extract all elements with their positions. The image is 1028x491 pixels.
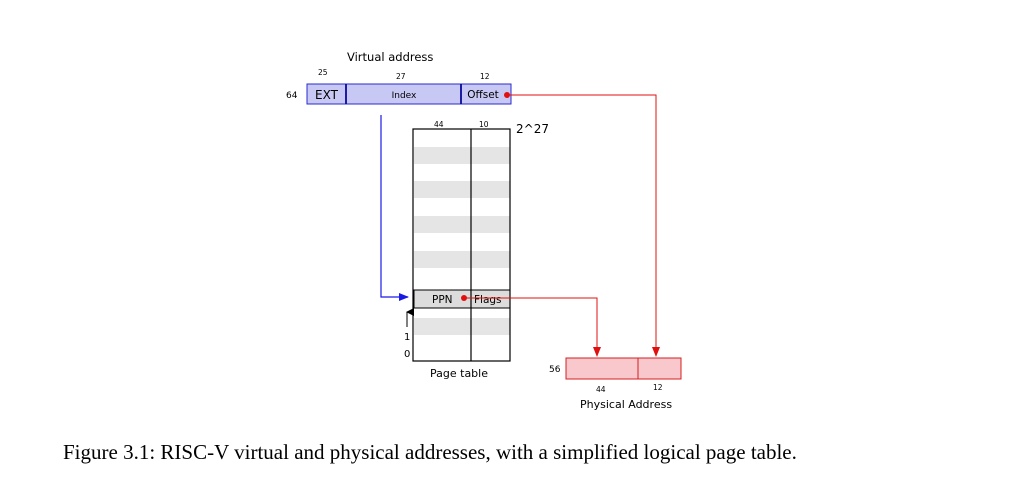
offset-field-label: Offset bbox=[467, 89, 499, 101]
flags-bits-label: 10 bbox=[479, 120, 489, 129]
virtual-address-width: 64 bbox=[286, 91, 298, 101]
ext-bits-label: 25 bbox=[318, 68, 328, 77]
physical-offset-bits-label: 12 bbox=[653, 383, 663, 392]
entries-label: 2^27 bbox=[516, 122, 549, 136]
offset-to-physical-arrow bbox=[507, 94, 660, 357]
index-to-pte-arrow bbox=[380, 115, 409, 301]
page-table-stripes bbox=[414, 147, 510, 335]
figure-caption: Figure 3.1: RISC-V virtual and physical … bbox=[63, 440, 797, 464]
index-one-label: 1 bbox=[404, 332, 410, 343]
ppn-label: PPN bbox=[432, 294, 453, 306]
ext-field-label: EXT bbox=[315, 88, 339, 102]
page-table-outline bbox=[412, 128, 511, 362]
physical-offset-field bbox=[637, 357, 682, 380]
flags-label: Flags bbox=[474, 294, 502, 306]
offset-bits-label: 12 bbox=[480, 72, 490, 81]
physical-ppn-bits-label: 44 bbox=[596, 385, 606, 394]
ppn-bits-label: 44 bbox=[434, 120, 444, 129]
index-bits-label: 27 bbox=[396, 72, 406, 81]
ppn-to-physical-arrow bbox=[464, 297, 601, 357]
virtual-address-register bbox=[306, 83, 512, 105]
page-table bbox=[412, 128, 511, 362]
page-table-title: Page table bbox=[430, 367, 488, 380]
index-field-label: Index bbox=[392, 91, 417, 101]
physical-address-register bbox=[565, 357, 682, 380]
physical-address-width: 56 bbox=[549, 365, 561, 375]
physical-address-title: Physical Address bbox=[580, 398, 672, 411]
index-zero-label: 0 bbox=[404, 349, 410, 360]
virtual-address-title: Virtual address bbox=[347, 50, 433, 64]
physical-ppn-field bbox=[565, 357, 639, 380]
